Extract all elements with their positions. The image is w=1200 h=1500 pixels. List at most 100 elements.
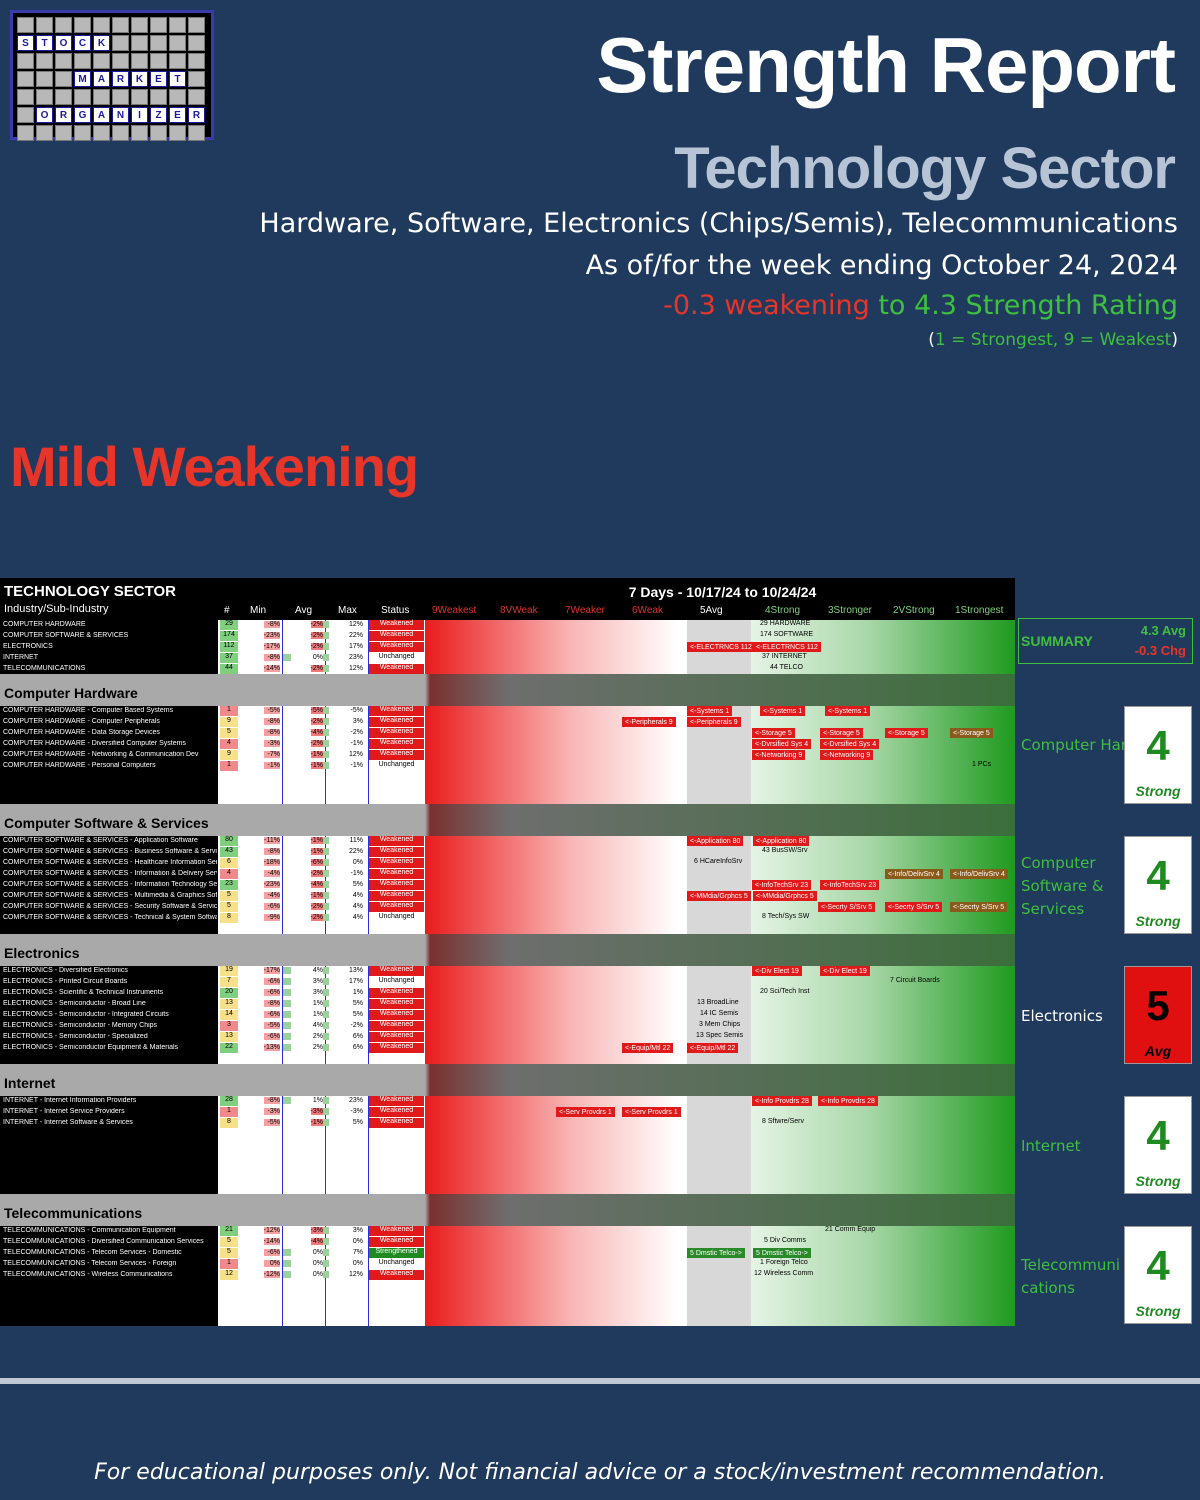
row-count: 44 xyxy=(220,664,238,674)
row-name: COMPUTER SOFTWARE & SERVICES xyxy=(3,632,129,639)
row-count: 8 xyxy=(220,913,238,923)
rating-header: 9Weakest xyxy=(432,605,477,616)
rating-change-line: -0.3 weakening to 4.3 Strength Rating xyxy=(663,290,1178,321)
row-name: COMPUTER SOFTWARE & SERVICES - Applicati… xyxy=(3,837,198,844)
row-status: Weakened xyxy=(369,717,424,727)
row-max: -3% xyxy=(323,1108,363,1115)
row-min: -8% xyxy=(240,654,280,661)
row-count: 5 xyxy=(220,891,238,901)
row-min: -17% xyxy=(240,967,280,974)
row-status: Strengthened xyxy=(369,1248,424,1258)
row-name: COMPUTER SOFTWARE & SERVICES - Informati… xyxy=(3,881,217,888)
position-label: 5 Div Comms xyxy=(764,1237,807,1244)
position-label: 29 HARDWARE xyxy=(760,620,811,627)
position-label: 43 BusSW/Srv xyxy=(762,847,808,854)
movement-chip: <-InfoTechSrv 23 xyxy=(820,880,880,890)
movement-chip: <-Secrty S/Srv 5 xyxy=(950,902,1008,912)
movement-chip: <-Div Elect 19 xyxy=(752,966,802,976)
row-status: Weakened xyxy=(369,858,424,868)
row-min: -8% xyxy=(240,621,280,628)
table-row: INTERNET - Internet Software & Services 8… xyxy=(0,1118,1015,1129)
movement-chip: <-MMdia/Grphcs 5 xyxy=(753,891,817,901)
industries-line: Hardware, Software, Electronics (Chips/S… xyxy=(259,208,1178,239)
section-title: Computer Hardware xyxy=(4,685,138,701)
rating-number: 4 xyxy=(1146,852,1170,899)
row-max: 6% xyxy=(323,1033,363,1040)
row-avg: 3% xyxy=(283,989,323,996)
row-name: COMPUTER HARDWARE - Data Storage Devices xyxy=(3,729,160,736)
table-row: ELECTRONICS - Semiconductor Equipment & … xyxy=(0,1043,1015,1054)
row-max: 22% xyxy=(323,848,363,855)
row-name: TELECOMMUNICATIONS - Telecom Services - … xyxy=(3,1260,177,1267)
movement-chip: <-Networking 9 xyxy=(820,750,874,760)
row-status: Weakened xyxy=(369,1118,424,1128)
row-max: 6% xyxy=(323,1044,363,1051)
row-avg: 1% xyxy=(283,1000,323,1007)
row-max: 3% xyxy=(323,718,363,725)
table-title: TECHNOLOGY SECTOR xyxy=(4,583,176,600)
section-band: Electronics xyxy=(0,934,1015,966)
row-min: -9% xyxy=(240,914,280,921)
row-name: ELECTRONICS xyxy=(3,643,53,650)
movement-chip: <-Secrty S/Srv 5 xyxy=(818,902,876,912)
table-row: TELECOMMUNICATIONS - Diversified Communi… xyxy=(0,1237,1015,1248)
row-count: 1 xyxy=(220,1107,238,1117)
report-subtitle: Technology Sector xyxy=(674,136,1176,201)
section-title: Computer Software & Services xyxy=(4,815,209,831)
table-row: TELECOMMUNICATIONS - Telecom Services - … xyxy=(0,1259,1015,1270)
row-min: -8% xyxy=(240,729,280,736)
row-name: ELECTRONICS - Semiconductor - Memory Chi… xyxy=(3,1022,158,1029)
row-min: -8% xyxy=(240,1000,280,1007)
row-avg: -4% xyxy=(283,729,323,736)
row-count: 21 xyxy=(220,1226,238,1236)
row-min: -13% xyxy=(240,1044,280,1051)
summary-chg: -0.3 Chg xyxy=(1134,643,1186,658)
row-avg: -2% xyxy=(283,718,323,725)
row-status: Weakened xyxy=(369,847,424,857)
position-label: 8 Sftwre/Serv xyxy=(762,1118,805,1125)
row-max: -1% xyxy=(323,870,363,877)
rating-header: 2VStrong xyxy=(893,605,935,616)
table-row: COMPUTER HARDWARE - Computer Peripherals… xyxy=(0,717,1015,728)
row-status: Weakened xyxy=(369,891,424,901)
row-count: 1 xyxy=(220,761,238,771)
row-name: TELECOMMUNICATIONS - Diversified Communi… xyxy=(3,1238,204,1245)
row-min: -8% xyxy=(240,848,280,855)
movement-chip: <-ELECTRNCS 112 xyxy=(753,642,821,652)
row-max: 0% xyxy=(323,1238,363,1245)
row-count: 7 xyxy=(220,977,238,987)
summary-column xyxy=(1015,578,1200,1326)
table-row: COMPUTER SOFTWARE & SERVICES 174 -23% -2% 22… xyxy=(0,631,1015,642)
row-name: TELECOMMUNICATIONS - Wireless Communicat… xyxy=(3,1271,173,1278)
rating-box-telecom: 4 Strong xyxy=(1124,1226,1192,1324)
row-name: COMPUTER SOFTWARE & SERVICES - Technical… xyxy=(3,914,217,921)
row-max: -1% xyxy=(323,740,363,747)
position-label: 37 INTERNET xyxy=(762,653,807,660)
rating-box-electronics: 5 Avg xyxy=(1124,966,1192,1064)
headline: Mild Weakening xyxy=(10,435,419,498)
section-band: Computer Hardware xyxy=(0,674,1015,706)
row-name: ELECTRONICS - Semiconductor Equipment & … xyxy=(3,1044,179,1051)
movement-chip: <-Storage 5 xyxy=(885,728,928,738)
row-name: ELECTRONICS - Semiconductor - Specialize… xyxy=(3,1033,148,1040)
row-max: 0% xyxy=(323,859,363,866)
rating-number: 4 xyxy=(1146,1112,1170,1159)
movement-chip: <-Info Provdrs 28 xyxy=(818,1096,878,1106)
row-avg: 0% xyxy=(283,654,323,661)
movement-chip: <-Application 80 xyxy=(753,836,810,846)
row-count: 37 xyxy=(220,653,238,663)
table-row: COMPUTER SOFTWARE & SERVICES - Informati… xyxy=(0,880,1015,891)
row-max: 12% xyxy=(323,621,363,628)
row-name: COMPUTER SOFTWARE & SERVICES - Business … xyxy=(3,848,217,855)
row-min: -18% xyxy=(240,859,280,866)
row-status: Weakened xyxy=(369,1021,424,1031)
col-min-header: Min xyxy=(250,605,267,616)
table-row: ELECTRONICS - Semiconductor - Integrated… xyxy=(0,1010,1015,1021)
row-count: 9 xyxy=(220,750,238,760)
table-row: ELECTRONICS - Semiconductor - Memory Chi… xyxy=(0,1021,1015,1032)
table-row: TELECOMMUNICATIONS - Communication Equip… xyxy=(0,1226,1015,1237)
rating-header: 4Strong xyxy=(765,605,801,616)
row-max: 0% xyxy=(323,1260,363,1267)
row-min: -5% xyxy=(240,1022,280,1029)
